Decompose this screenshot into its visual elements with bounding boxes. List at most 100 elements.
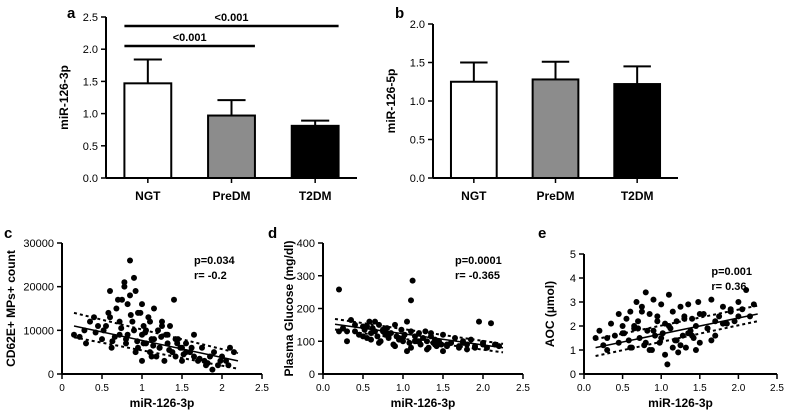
data-point — [619, 323, 626, 329]
confidence-upper — [73, 311, 239, 355]
data-point — [623, 315, 630, 322]
category-label: PreDM — [212, 189, 250, 203]
y-tick-label: 0.5 — [410, 135, 425, 147]
data-point — [140, 322, 147, 329]
category-label: PreDM — [536, 189, 574, 203]
data-point — [118, 325, 125, 332]
data-point — [408, 344, 414, 351]
y-tick-label: 2.0 — [410, 19, 425, 31]
data-point — [646, 347, 653, 353]
data-point — [372, 318, 378, 325]
panel-label: a — [67, 5, 76, 22]
y-tick-label: 2.5 — [83, 12, 98, 24]
y-tick-label: 20000 — [23, 282, 54, 294]
data-point — [615, 311, 622, 317]
y-tick-label: 30000 — [23, 238, 54, 250]
data-point — [209, 366, 216, 373]
data-point — [183, 340, 189, 347]
data-point — [87, 318, 93, 325]
data-point — [692, 347, 699, 353]
data-point — [677, 303, 684, 310]
data-point — [376, 339, 382, 346]
data-point — [743, 287, 750, 293]
data-point — [642, 339, 649, 346]
data-point — [127, 257, 133, 264]
data-point — [716, 313, 723, 320]
y-tick-label: 0 — [309, 369, 315, 381]
data-point — [153, 353, 160, 360]
data-point — [635, 318, 642, 325]
data-point — [669, 344, 676, 351]
y-tick-label: 2.0 — [83, 44, 98, 56]
data-point — [654, 318, 661, 325]
data-point — [438, 341, 445, 348]
data-point — [444, 341, 450, 348]
data-point — [685, 301, 692, 308]
p-value: p=0.0001 — [455, 255, 502, 267]
data-point — [139, 301, 145, 308]
p-value: p=0.034 — [194, 255, 236, 267]
data-point — [131, 274, 137, 281]
data-point — [131, 327, 137, 334]
data-point — [665, 291, 672, 298]
data-point — [368, 336, 374, 343]
data-point — [95, 322, 101, 329]
x-tick-label: 2.5 — [770, 383, 784, 394]
data-point — [139, 357, 145, 364]
y-axis-label: Plasma Glucose (mg/dl) — [282, 240, 296, 376]
data-point — [151, 336, 157, 343]
data-point — [188, 344, 195, 351]
data-point — [151, 305, 157, 312]
x-tick-label: 2.0 — [476, 383, 490, 394]
data-point — [735, 299, 742, 305]
data-point — [440, 348, 446, 355]
data-point — [99, 336, 105, 343]
data-point — [83, 340, 89, 347]
category-label: T2DM — [299, 189, 332, 203]
r-value: r= 0.36 — [711, 281, 746, 293]
data-point — [392, 321, 398, 328]
data-point — [344, 338, 350, 345]
data-point — [695, 299, 702, 305]
data-point — [677, 342, 684, 349]
data-point — [633, 299, 640, 305]
y-tick-label: 1 — [570, 345, 576, 357]
data-point — [156, 344, 163, 351]
x-axis-label: miR-126-3p — [130, 396, 195, 410]
data-point — [658, 335, 665, 341]
x-tick-label: 1 — [139, 383, 145, 394]
data-point — [409, 277, 416, 284]
data-point — [179, 357, 185, 364]
data-point — [712, 332, 719, 339]
y-tick-label: 4 — [570, 273, 576, 285]
y-axis-label: AOC (µmol) — [543, 281, 557, 347]
data-point — [211, 349, 217, 356]
data-point — [115, 296, 121, 303]
y-tick-label: 0.0 — [410, 173, 425, 185]
regression-line — [73, 325, 239, 362]
data-point — [658, 301, 665, 308]
data-point — [608, 320, 615, 327]
data-point — [696, 311, 703, 317]
y-tick-label: 2 — [570, 321, 576, 333]
y-axis-label: miR-126-3p — [57, 65, 71, 130]
data-point — [135, 309, 141, 316]
panel-label: b — [395, 5, 404, 22]
data-point — [424, 346, 430, 353]
data-point — [708, 296, 715, 303]
data-point — [150, 342, 157, 349]
y-tick-label: 1.0 — [83, 109, 98, 121]
data-point — [108, 344, 115, 351]
data-point — [638, 308, 645, 315]
data-point — [406, 339, 413, 346]
y-tick-label: 0 — [48, 369, 54, 381]
data-point — [113, 305, 120, 312]
x-tick-label: 2.0 — [731, 383, 745, 394]
confidence-upper — [334, 317, 504, 345]
x-tick-label: 1.0 — [396, 383, 410, 394]
data-point — [336, 286, 342, 293]
confidence-lower — [595, 320, 758, 357]
data-point — [171, 296, 177, 303]
x-tick-label: 0.5 — [616, 383, 630, 394]
